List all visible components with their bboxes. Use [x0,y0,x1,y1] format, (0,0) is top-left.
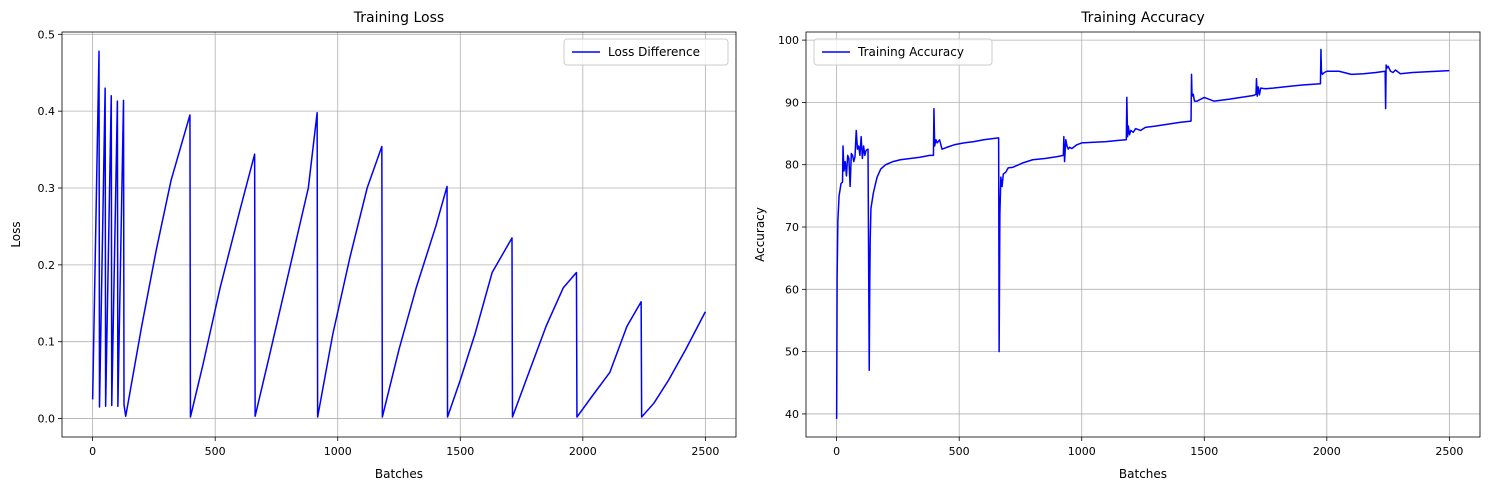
loss-y-tick-label: 0.5 [38,28,56,41]
loss-y-tick-label: 0.2 [38,259,56,272]
accuracy-y-tick-label: 100 [778,34,799,47]
loss-y-tick-label: 0.3 [38,182,56,195]
loss-x-tick-label: 2500 [691,445,719,458]
accuracy-x-tick-label: 500 [949,445,970,458]
accuracy-x-tick-label: 2500 [1435,445,1463,458]
loss-y-axis-label: Loss [9,221,23,247]
loss-legend-box [563,38,729,66]
accuracy-series-line [835,48,1450,419]
accuracy-x-tick-label: 2000 [1313,445,1341,458]
loss-axes-frame [61,31,737,438]
accuracy-x-tick-label: 0 [833,445,840,458]
loss-chart-title: Training Loss [353,10,444,26]
loss-x-tick-label: 2000 [569,445,597,458]
accuracy-y-tick-label: 70 [785,221,799,234]
loss-x-tick-label: 0 [89,445,96,458]
accuracy-axes-frame [805,31,1481,438]
loss-legend: Loss Difference [563,38,729,66]
loss-x-tick-label: 1000 [324,445,352,458]
accuracy-y-tick-label: 40 [785,408,799,421]
loss-x-tick-label: 1500 [446,445,474,458]
loss-series-line [91,50,707,418]
accuracy-legend-label: Training Accuracy [857,45,964,59]
loss-chart-panel: 0 500 1000 1500 2000 2500 0.0 0.1 0.2 0.3 0.4 0.5 Tr… [9,10,737,481]
accuracy-legend: Training Accuracy [813,38,993,66]
accuracy-y-axis-label: Accuracy [753,207,767,262]
accuracy-x-tick-label: 1000 [1068,445,1096,458]
accuracy-x-axis-label: Batches [1119,467,1167,481]
accuracy-legend-box [813,38,993,66]
loss-x-axis-label: Batches [375,467,423,481]
loss-y-tick-label: 0.0 [38,413,56,426]
accuracy-x-tick-label: 1500 [1190,445,1218,458]
loss-x-tick-label: 500 [205,445,226,458]
loss-legend-label: Loss Difference [608,45,700,59]
accuracy-y-tick-label: 60 [785,283,799,296]
loss-y-tick-label: 0.1 [38,336,56,349]
accuracy-y-tick-label: 80 [785,159,799,172]
accuracy-chart-title: Training Accuracy [1080,10,1205,26]
accuracy-y-tick-label: 50 [785,346,799,359]
accuracy-y-tick-label: 90 [785,96,799,109]
accuracy-chart-panel: 0 500 1000 1500 2000 2500 40 50 60 70 80 90 100 Train… [753,10,1481,481]
loss-y-tick-label: 0.4 [38,105,56,118]
